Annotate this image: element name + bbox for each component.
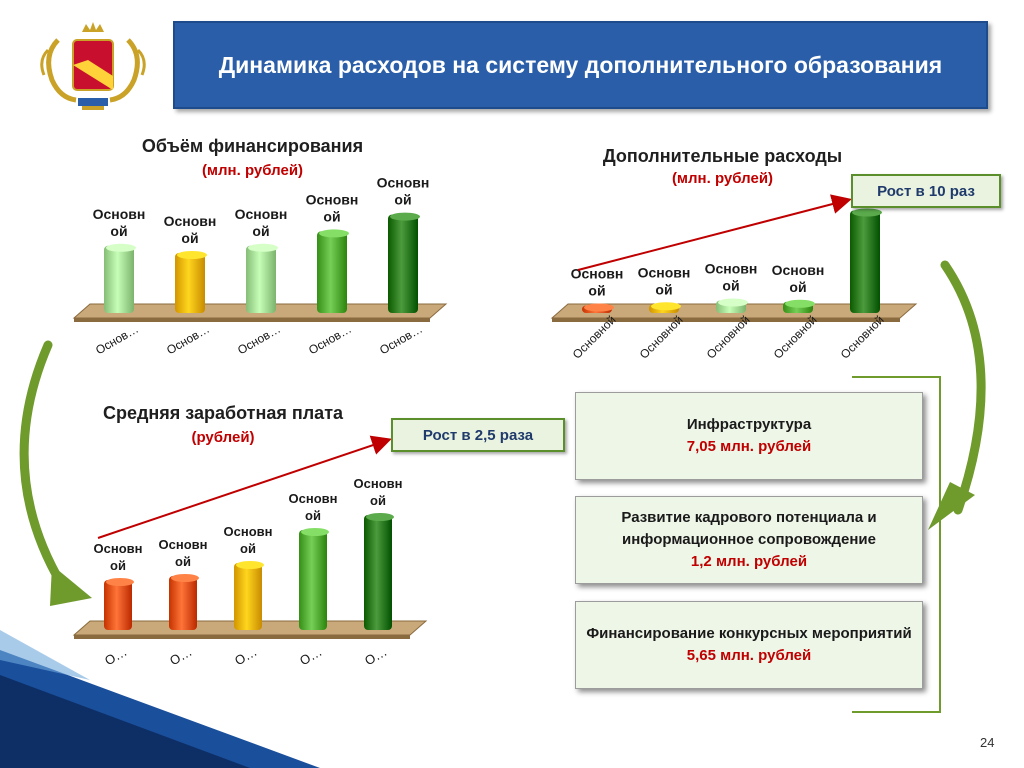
bar-top	[301, 528, 329, 536]
info-box-amount: 5,65 млн. рублей	[686, 647, 812, 664]
chart-floor-edge	[74, 635, 410, 639]
bar	[234, 563, 262, 630]
bar	[850, 210, 880, 313]
salary-chart-subtitle: (рублей)	[191, 429, 255, 446]
bar	[246, 245, 276, 313]
salary-chart-title: Средняя заработная плата	[102, 403, 344, 423]
bar-top	[171, 574, 199, 582]
extra-chart-title: Дополнительные расходы	[602, 146, 843, 166]
info-box-amount: 7,05 млн. рублей	[686, 438, 812, 455]
bar	[104, 245, 134, 313]
salary-growth-arrow	[97, 435, 392, 539]
bar-top	[785, 299, 815, 308]
bar-top	[106, 578, 134, 586]
bar-top	[177, 251, 207, 259]
salary-bar-chart: Основн ойО…Основн ойО…Основн ойО…Основн ойО……	[72, 476, 428, 668]
info-box-title: Развитие кадрового потенциала и информац…	[621, 509, 877, 548]
left-curved-arrow-head	[50, 565, 92, 606]
bar-top	[236, 561, 264, 569]
bar	[364, 515, 392, 630]
salary-growth-badge: Рост в 2,5 раза	[391, 418, 565, 452]
funding-chart-title: Объём финансирования	[141, 136, 364, 156]
extra-growth-badge: Рост в 10 раз	[851, 174, 1001, 208]
bar	[169, 576, 197, 630]
bar	[175, 253, 205, 313]
bar-top	[718, 298, 748, 307]
coat-of-arms-icon	[40, 22, 146, 110]
info-box-title: Финансирование конкурсных мероприятий	[586, 625, 912, 642]
bar	[388, 214, 418, 313]
funding-chart-subtitle: (млн. рублей)	[201, 162, 304, 179]
extra-growth-arrow	[577, 194, 852, 271]
chart-floor-edge	[552, 318, 900, 322]
slide-title: Динамика расходов на систему дополнитель…	[173, 21, 988, 109]
bar	[317, 231, 347, 313]
info-box-title: Инфраструктура	[686, 416, 812, 433]
info-box-personnel: Развитие кадрового потенциала и информац…	[575, 496, 923, 584]
corner-decoration	[0, 630, 320, 768]
bar-top	[319, 229, 349, 238]
bar-top	[852, 208, 882, 217]
left-curved-arrow	[19, 340, 67, 590]
bar-top	[651, 302, 681, 311]
info-bracket	[852, 376, 941, 713]
bar	[104, 580, 132, 630]
info-box-competitions: Финансирование конкурсных мероприятий 5,…	[575, 601, 923, 689]
extra-chart-subtitle: (млн. рублей)	[671, 170, 774, 187]
info-box-amount: 1,2 млн. рублей	[690, 553, 808, 570]
bar-top	[390, 212, 420, 221]
info-box-infrastructure: Инфраструктура 7,05 млн. рублей	[575, 392, 923, 480]
bar-top	[584, 303, 614, 312]
bar-top	[106, 243, 136, 252]
right-curved-arrow	[940, 260, 986, 515]
page-number: 24	[980, 735, 995, 750]
bar	[299, 530, 327, 630]
chart-floor-edge	[74, 318, 430, 322]
bar-top	[248, 243, 278, 252]
bar-top	[366, 513, 394, 521]
